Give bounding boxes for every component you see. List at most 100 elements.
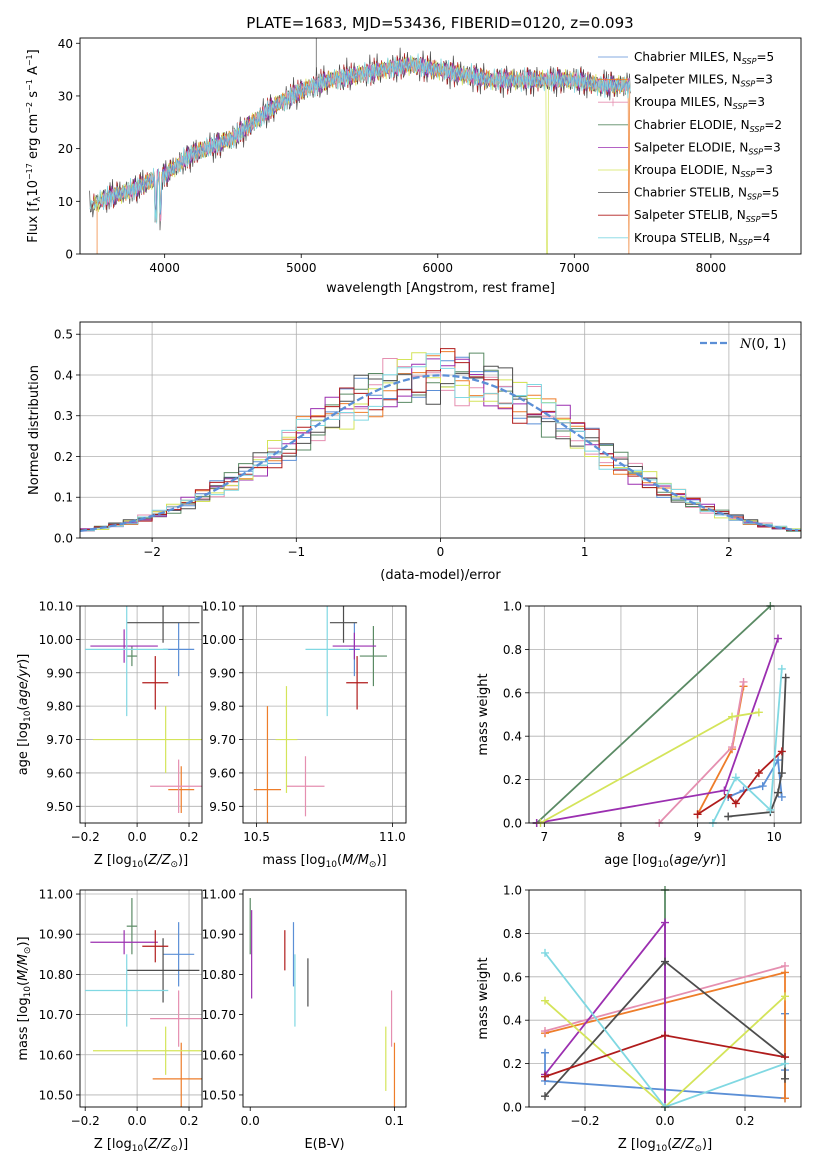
axes-frame bbox=[242, 605, 407, 824]
y-tick-label: 9.90 bbox=[46, 666, 73, 680]
weight-marker bbox=[661, 1031, 669, 1040]
x-tick-label: 9 bbox=[694, 830, 702, 844]
errorbar-point bbox=[90, 930, 158, 955]
weight-line bbox=[544, 952, 786, 1107]
axes-frame bbox=[79, 889, 203, 1108]
errorbar-point bbox=[90, 629, 158, 663]
weight-marker bbox=[754, 769, 763, 778]
x-tick-label: 11.0 bbox=[379, 830, 406, 844]
legend-label: Chabrier MILES, NSSP=5 bbox=[634, 50, 774, 66]
y-axis-label: age [log10(age/yr)] bbox=[16, 654, 33, 776]
weight-marker bbox=[731, 773, 740, 782]
y-tick-label: 0.0 bbox=[503, 1101, 522, 1115]
axes-frame bbox=[79, 321, 802, 539]
y-axis-label: mass [log10(M/M⊙)] bbox=[16, 936, 33, 1060]
weight-line bbox=[536, 606, 772, 823]
errorbar-point bbox=[275, 686, 298, 793]
errorbar-point bbox=[329, 606, 358, 643]
x-tick-label: 10 bbox=[767, 830, 782, 844]
weight-marker bbox=[731, 799, 740, 808]
x-tick-label: 2 bbox=[725, 545, 733, 559]
legend-label: N(0, 1) bbox=[739, 337, 786, 352]
legend-label: Salpeter STELIB, NSSP=5 bbox=[634, 208, 778, 224]
errorbar-point bbox=[163, 922, 195, 987]
weight-marker bbox=[774, 634, 783, 643]
errorbar-point bbox=[152, 1042, 202, 1107]
weights-vs-age-chart: 7 8 9 10 0.0 0.2 0.4 0.6 0.8 1.0 mass weight age [l… bbox=[476, 600, 802, 870]
axes-frame bbox=[242, 889, 407, 1108]
y-tick-label: 10.50 bbox=[39, 1088, 73, 1102]
x-tick-label: 10.5 bbox=[243, 830, 270, 844]
weight-marker bbox=[758, 782, 767, 791]
x-tick-label: 1 bbox=[581, 545, 589, 559]
histogram-kroupa-elodie bbox=[80, 352, 801, 531]
y-tick-label: 10.00 bbox=[39, 633, 73, 647]
weight-marker bbox=[777, 792, 786, 801]
errorbar-point bbox=[142, 656, 169, 710]
errorbar-point bbox=[305, 606, 349, 717]
legend: N(0, 1) bbox=[700, 337, 786, 352]
y-tick-label: 9.50 bbox=[46, 800, 73, 814]
weight-marker bbox=[781, 1074, 789, 1083]
weight-marker bbox=[781, 992, 789, 1001]
errorbar-point bbox=[85, 954, 169, 1027]
weight-marker bbox=[541, 1092, 549, 1101]
y-tick-label: 10.10 bbox=[39, 600, 73, 614]
errorbar-point bbox=[150, 990, 202, 1047]
x-axis-label: Z [log10(Z/Z⊙)] bbox=[94, 1137, 188, 1154]
y-tick-label: 40 bbox=[58, 37, 73, 51]
x-tick-label: −0.2 bbox=[71, 1114, 100, 1128]
errorbar-point bbox=[126, 938, 200, 1003]
y-tick-label: 9.50 bbox=[209, 800, 236, 814]
y-tick-label: 0.0 bbox=[54, 532, 73, 546]
y-tick-label: 0.2 bbox=[503, 773, 522, 787]
weight-marker bbox=[728, 743, 737, 752]
histogram-chabrier-stelib bbox=[80, 365, 801, 531]
y-tick-label: 0.5 bbox=[54, 328, 73, 342]
x-axis-label: E(B-V) bbox=[304, 1137, 344, 1152]
y-tick-label: 10.60 bbox=[39, 1048, 73, 1062]
axes-frame bbox=[79, 37, 802, 255]
x-axis-label: wavelength [Angstrom, rest frame] bbox=[326, 281, 555, 296]
x-tick-label: 0.0 bbox=[241, 1114, 260, 1128]
weight-marker bbox=[781, 673, 790, 682]
x-tick-label: 8000 bbox=[696, 261, 727, 275]
y-tick-label: 20 bbox=[58, 142, 73, 156]
weight-marker bbox=[720, 786, 729, 795]
y-tick-label: 9.90 bbox=[209, 666, 236, 680]
x-tick-label: 8 bbox=[617, 830, 625, 844]
age-vs-mass-chart: 10.5 11.0 9.50 9.60 9.70 9.80 9.90 10.00 10.10 ma… bbox=[202, 600, 407, 870]
y-tick-label: 10.70 bbox=[39, 1008, 73, 1022]
y-tick-label: 9.70 bbox=[209, 733, 236, 747]
errorbar-point bbox=[126, 606, 200, 643]
x-tick-label: −0.2 bbox=[570, 1114, 599, 1128]
weight-marker bbox=[777, 664, 786, 673]
weight-marker bbox=[777, 769, 786, 778]
errorbar-point bbox=[150, 759, 202, 813]
x-axis-label: Z [log10(Z/Z⊙)] bbox=[94, 853, 188, 870]
x-tick-label: 0.2 bbox=[179, 1114, 198, 1128]
y-tick-label: 10.90 bbox=[202, 928, 236, 942]
spectrum-line bbox=[89, 53, 631, 224]
errorbar-point bbox=[126, 898, 138, 955]
y-tick-label: 0.3 bbox=[54, 409, 73, 423]
legend-label: Chabrier ELODIE, NSSP=2 bbox=[634, 118, 782, 134]
y-tick-label: 10.80 bbox=[202, 968, 236, 982]
x-tick-label: 0.2 bbox=[179, 830, 198, 844]
x-tick-label: 4000 bbox=[149, 261, 180, 275]
weight-marker bbox=[766, 805, 775, 814]
normal-curve bbox=[80, 374, 799, 533]
y-tick-label: 0.2 bbox=[54, 450, 73, 464]
legend-label: Kroupa ELODIE, NSSP=3 bbox=[634, 163, 773, 179]
y-tick-label: 9.80 bbox=[46, 700, 73, 714]
weight-marker bbox=[781, 961, 789, 970]
weight-marker bbox=[774, 788, 783, 797]
x-tick-label: −0.2 bbox=[71, 830, 100, 844]
figure-title: PLATE=1683, MJD=53436, FIBERID=0120, z=0… bbox=[246, 14, 633, 32]
weight-marker bbox=[724, 812, 733, 821]
errorbar-point bbox=[359, 626, 387, 687]
errorbar-point bbox=[332, 632, 377, 660]
errorbar-point bbox=[92, 1026, 202, 1075]
x-tick-label: −1 bbox=[287, 545, 305, 559]
weight-marker bbox=[781, 1059, 789, 1068]
